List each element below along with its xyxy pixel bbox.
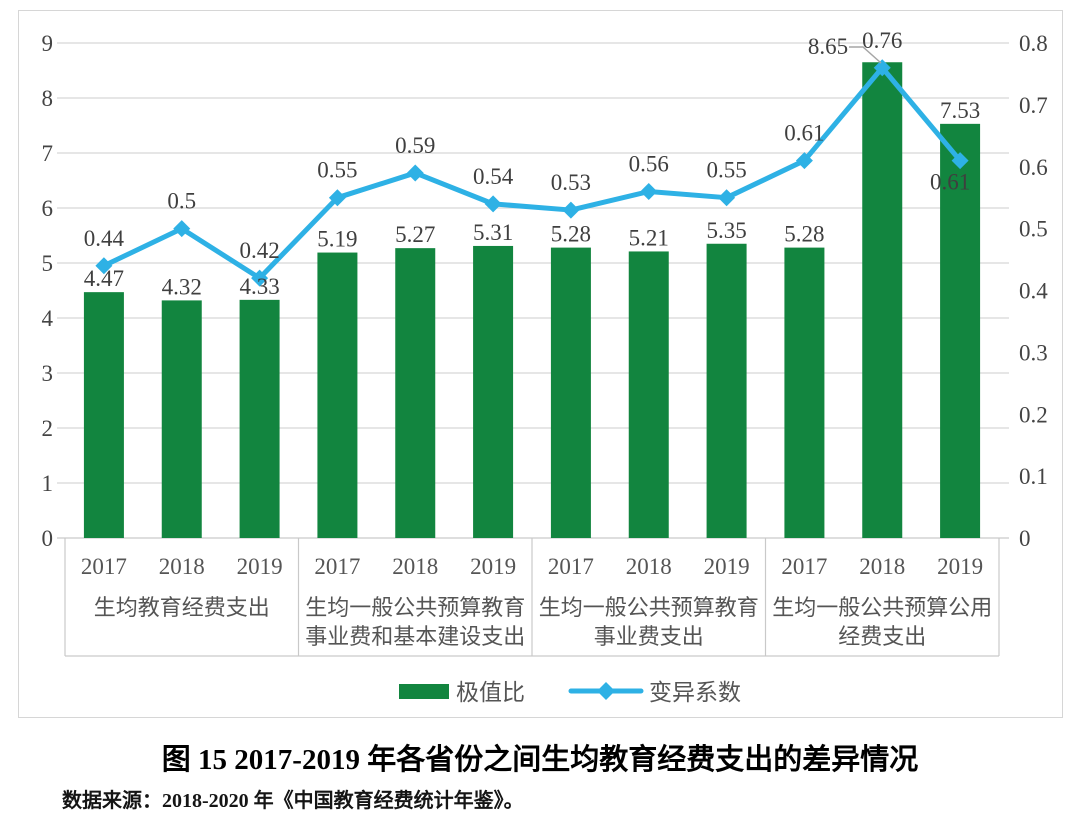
line-value-label: 0.61 [784,121,824,146]
chart-frame: 0 1 2 3 4 5 6 7 8 9 0 0.1 0.2 0.3 0.4 0.5 0.6 0.7 0.8 2017 2… [18,10,1063,718]
bar [940,123,981,538]
legend-label-bar: 极值比 [456,680,525,705]
combo-chart: 0 1 2 3 4 5 6 7 8 9 0 0.1 0.2 0.3 0.4 0.5 0.6 0.7 0.8 2017 2… [42,28,1049,705]
year-label: 2019 [704,554,750,579]
legend-bar-swatch [399,684,449,699]
cv-marker [795,152,813,170]
right-axis-tick: 0.3 [1019,340,1048,365]
cv-marker [951,152,969,170]
left-axis-tick: 4 [42,306,54,331]
year-label: 2017 [81,554,127,579]
bar-value-label: 7.53 [940,98,980,123]
bar-value-label: 8.65 [808,34,848,59]
cv-marker [873,59,891,77]
bar [395,248,436,538]
right-axis-tick: 0.1 [1019,464,1048,489]
year-label: 2019 [937,554,983,579]
bar [550,247,591,538]
bar [784,247,825,538]
line-value-label: 0.54 [473,164,514,189]
line-value-label: 0.61 [930,170,970,195]
left-axis-tick: 0 [42,526,54,551]
cv-marker [640,183,658,200]
right-axis-tick: 0.4 [1019,279,1048,304]
cv-marker [328,189,346,207]
cv-marker [718,189,736,207]
year-label: 2017 [548,554,594,579]
bar [706,243,747,538]
group-label: 生均一般公共预算教育 [539,595,759,620]
left-axis-tick: 1 [42,471,54,496]
line-value-label: 0.56 [629,152,669,177]
bar-value-label: 5.28 [784,222,824,247]
left-axis-tick: 8 [42,86,54,111]
bar-value-label: 5.21 [629,225,669,250]
right-axis-tick: 0.2 [1019,402,1048,427]
year-label: 2019 [237,554,283,579]
bar-value-label: 5.35 [706,218,746,243]
bar-value-label: 5.19 [317,227,357,252]
bar [862,62,903,538]
cv-marker [406,164,424,182]
cv-marker [251,269,269,287]
year-label: 2017 [314,554,360,579]
bar [317,252,358,539]
right-axis-tick: 0.8 [1019,31,1048,56]
year-label: 2018 [159,554,205,579]
bar-value-label: 5.27 [395,222,435,247]
bar [473,245,514,538]
line-value-label: 0.5 [167,189,196,214]
bar [239,299,280,538]
left-axis-tick: 9 [42,31,54,56]
figure-source: 数据来源：2018-2020 年《中国教育经费统计年鉴》。 [62,790,524,812]
legend-label-line: 变异系数 [649,680,741,705]
group-label: 事业费支出 [594,624,704,649]
line-value-label: 0.55 [706,158,746,183]
year-label: 2018 [392,554,438,579]
right-axis-tick: 0.7 [1019,93,1048,118]
group-label: 经费支出 [838,624,926,649]
cv-marker [95,257,113,275]
year-label: 2019 [470,554,516,579]
bar-value-label: 5.31 [473,220,513,245]
cv-marker [484,195,502,213]
line-value-label: 0.53 [551,170,591,195]
line-value-label: 0.76 [862,28,902,53]
year-label: 2018 [859,554,905,579]
bar [161,300,202,538]
figure-title: 图 15 2017-2019 年各省份之间生均教育经费支出的差异情况 [161,744,919,776]
line-value-label: 0.55 [317,158,357,183]
line-value-label: 0.42 [239,238,279,263]
year-label: 2017 [781,554,827,579]
group-label: 生均一般公共预算公用 [772,595,992,620]
line-value-label: 0.59 [395,133,435,158]
left-axis-tick: 6 [42,196,54,221]
bar [83,292,124,538]
bar-value-label: 5.28 [551,222,591,247]
right-axis-tick: 0 [1019,526,1031,551]
cv-line [101,65,963,281]
label-leader-line [849,46,882,64]
bar-value-label: 4.47 [84,266,124,291]
group-label: 生均教育经费支出 [94,595,270,620]
group-label: 事业费和基本建设支出 [305,624,525,649]
bar [628,251,669,538]
line-value-label: 0.44 [84,226,125,251]
left-axis-tick: 2 [42,416,54,441]
right-axis-tick: 0.5 [1019,217,1048,242]
left-axis-tick: 5 [42,251,54,276]
year-label: 2018 [626,554,672,579]
legend-diamond-icon [597,682,615,700]
left-axis-tick: 3 [42,361,54,386]
left-axis-tick: 7 [42,141,54,166]
bar-value-label: 4.33 [239,274,279,299]
right-axis-tick: 0.6 [1019,155,1048,180]
cv-marker [562,201,580,219]
group-label: 生均一般公共预算教育 [305,595,525,620]
bar-value-label: 4.32 [162,274,202,299]
cv-marker [173,220,191,238]
